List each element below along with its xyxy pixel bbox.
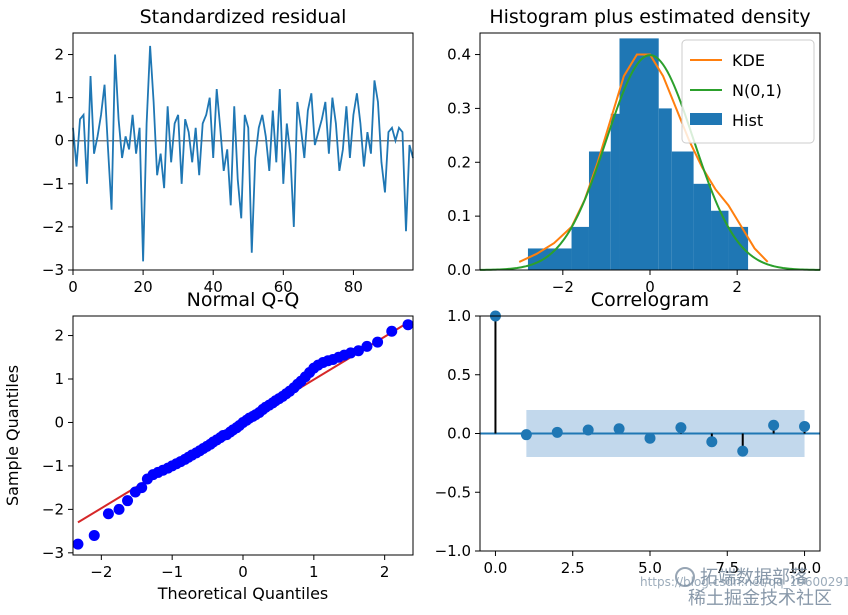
x-tick-label: 1 — [309, 563, 319, 581]
x-tick-label: 2.5 — [561, 559, 585, 577]
histogram-bar — [658, 108, 672, 270]
x-tick-label: −2 — [552, 278, 574, 296]
histogram-bar — [571, 226, 589, 270]
qq-point — [361, 340, 373, 352]
x-tick-label: 7.5 — [715, 559, 739, 577]
y-tick-label: −1.0 — [435, 542, 471, 560]
x-tick-label: 0 — [645, 278, 655, 296]
axes-frame — [479, 315, 821, 552]
axes-frame — [72, 32, 414, 271]
y-tick-label: 2 — [54, 327, 64, 345]
x-tick-label: 2 — [380, 563, 390, 581]
normal-density-line — [479, 54, 821, 271]
qq-point — [402, 319, 414, 331]
histogram-bar — [588, 151, 611, 270]
y-tick-label: 0.1 — [447, 207, 471, 225]
x-tick-label: −2 — [90, 563, 112, 581]
x-tick-label: 80 — [344, 278, 363, 296]
qq-point — [122, 495, 134, 507]
y-tick-label: −3 — [42, 544, 64, 562]
histogram-bar — [728, 226, 749, 270]
chart-title: Histogram plus estimated density — [489, 6, 810, 28]
qq-point — [88, 529, 100, 541]
residual-series-line — [72, 45, 414, 262]
x-tick-label: −1 — [161, 563, 183, 581]
x-tick-label: 5.0 — [638, 559, 662, 577]
y-tick-label: 0.0 — [447, 425, 471, 443]
qq-point — [72, 538, 84, 550]
qq-point — [136, 482, 148, 494]
acf-marker — [675, 422, 687, 434]
legend: KDE N(0,1) Hist — [681, 39, 815, 144]
y-tick-label: 2 — [54, 46, 64, 64]
standardized-residual-panel: 0 20 40 60 80 −3 −2 −1 0 1 2 Standardized residual — [42, 6, 414, 296]
x-tick-label: 0.0 — [484, 559, 508, 577]
chart-title: Standardized residual — [140, 6, 347, 28]
y-tick-label: −2 — [42, 218, 64, 236]
x-tick-label: 60 — [274, 278, 293, 296]
wechat-icon — [675, 567, 695, 587]
normal-qq-panel: −2 −1 0 1 2 −3 −2 −1 0 1 2 Normal Q-Q Theoretical Qu… — [3, 289, 414, 603]
x-tick-label: 0 — [238, 563, 248, 581]
legend-hist-swatch — [690, 113, 722, 125]
y-tick-label: 0.5 — [447, 366, 471, 384]
x-tick-label: 0 — [68, 278, 78, 296]
chart-title: Correlogram — [591, 289, 709, 311]
acf-marker — [582, 424, 594, 436]
x-axis-label: Theoretical Quantiles — [157, 584, 329, 603]
watermark: 拓端数据部落 https://blog.csdn.net/qq_19600291… — [640, 567, 848, 609]
legend-entry: Hist — [732, 111, 763, 130]
histogram-bar — [619, 38, 659, 270]
y-tick-label: 0.2 — [447, 153, 471, 171]
x-tick-label: 2 — [732, 278, 742, 296]
acf-marker — [768, 419, 780, 431]
histogram-bar — [610, 113, 620, 270]
y-tick-label: 0 — [54, 132, 64, 150]
axes-frame — [479, 32, 821, 271]
qq-point — [386, 325, 398, 337]
qq-point — [352, 345, 364, 357]
qq-point — [102, 508, 114, 520]
y-tick-label: 0.4 — [447, 46, 471, 64]
y-tick-label: 1.0 — [447, 307, 471, 325]
acf-marker — [706, 436, 718, 448]
histogram-bar — [671, 151, 694, 270]
histogram-bar — [527, 248, 572, 270]
y-tick-label: 1 — [54, 370, 64, 388]
y-tick-label: −0.5 — [435, 483, 471, 501]
watermark-sub: 稀土掘金技术社区 — [688, 588, 832, 609]
histogram-density-panel: −2 0 2 0.0 0.1 0.2 0.3 0.4 Histogram plus estima… — [447, 6, 821, 296]
y-axis-label: Sample Quantiles — [3, 365, 22, 506]
qq-point — [372, 336, 384, 348]
correlogram-panel: 0.0 2.5 5.0 7.5 10.0 −1.0 −0.5 0.0 0.5 1.0 Correlo… — [435, 289, 822, 577]
x-tick-label: 40 — [204, 278, 223, 296]
y-tick-label: −1 — [42, 175, 64, 193]
acf-marker — [644, 432, 656, 444]
y-tick-label: −3 — [42, 261, 64, 279]
y-tick-label: −2 — [42, 500, 64, 518]
histogram-bar — [711, 210, 729, 270]
watermark-url: https://blog.csdn.net/qq_19600291 — [640, 575, 848, 589]
axes-frame — [72, 315, 414, 556]
acf-marker — [551, 426, 563, 438]
legend-entry: KDE — [732, 51, 765, 70]
y-tick-label: 0.3 — [447, 99, 471, 117]
y-tick-label: 1 — [54, 89, 64, 107]
watermark-main: 拓端数据部落 — [700, 567, 808, 588]
x-tick-label: 20 — [134, 278, 153, 296]
x-tick-label: 10.0 — [788, 559, 821, 577]
y-tick-label: 0.0 — [447, 261, 471, 279]
acf-marker — [613, 423, 625, 435]
legend-entry: N(0,1) — [732, 81, 782, 100]
histogram-bar — [693, 183, 712, 270]
y-tick-label: 0 — [54, 413, 64, 431]
acf-marker — [737, 445, 749, 457]
chart-title: Normal Q-Q — [187, 289, 300, 311]
acf-marker — [520, 429, 532, 441]
acf-marker — [799, 420, 811, 432]
y-tick-label: −1 — [42, 457, 64, 475]
qq-point — [113, 503, 125, 515]
